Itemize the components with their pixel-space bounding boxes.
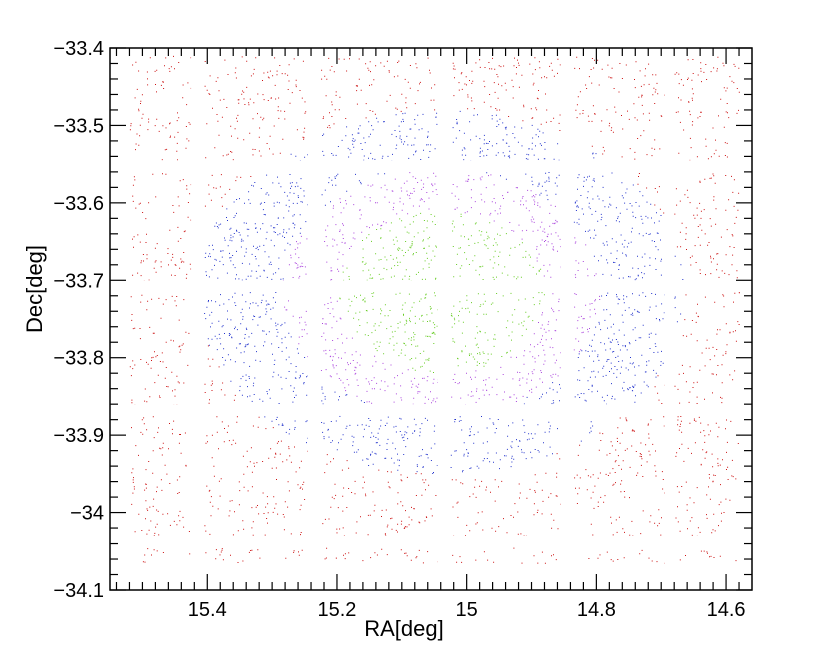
x-tick-label: 15.2 [318, 599, 357, 621]
ra-gap-band [560, 48, 574, 590]
y-axis-title: Dec[deg] [22, 245, 47, 333]
ra-gap-band [191, 48, 205, 590]
x-tick-label: 15.4 [188, 599, 227, 621]
dec-gap-band [110, 160, 752, 172]
tick-labels: 15.4 15.2 15 14.8 14.6 −33.4 −33.5 −33.6 −33.7 −3… [53, 38, 745, 621]
y-tick-label: −34 [70, 503, 104, 525]
ra-gap-band [437, 48, 451, 590]
dec-gap-band [110, 280, 752, 292]
x-tick-label: 14.8 [577, 599, 616, 621]
y-tick-label: −33.5 [53, 115, 104, 137]
dec-gap-band [110, 404, 752, 416]
plot-frame [109, 47, 753, 591]
x-axis-title: RA[deg] [364, 616, 444, 641]
y-tick-label: −33.6 [53, 193, 104, 215]
dec-gap-band [110, 535, 752, 548]
x-tick-label: 15 [456, 599, 478, 621]
y-tick-label: −33.4 [53, 38, 104, 60]
footprint-gaps [110, 48, 752, 590]
y-tick-label: −33.9 [53, 425, 104, 447]
x-tick-label: 14.6 [707, 599, 746, 621]
y-tick-label: −33.7 [53, 270, 104, 292]
ra-gap-band [664, 48, 675, 590]
y-tick-label: −34.1 [53, 580, 104, 602]
ra-gap-band [307, 48, 321, 590]
y-tick-label: −33.8 [53, 348, 104, 370]
axis-ticks [110, 47, 752, 591]
